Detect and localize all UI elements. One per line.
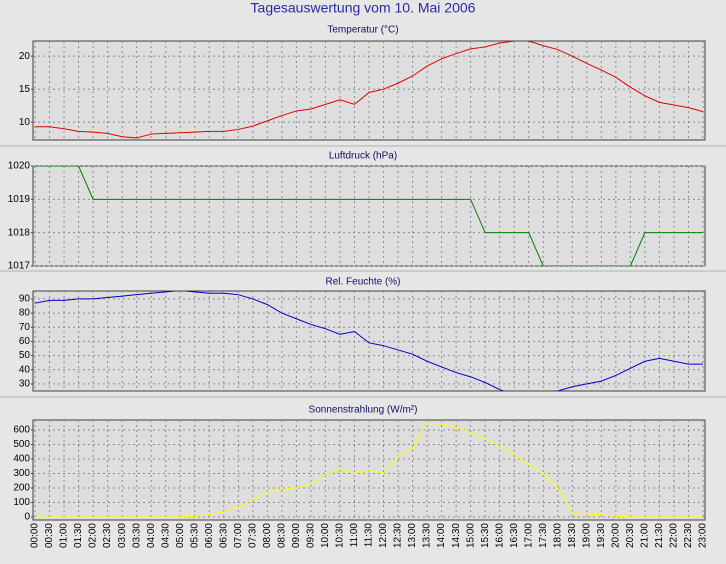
x-tick-label: 10:30 <box>335 523 346 548</box>
panel-title: Sonnenstrahlung (W/m²) <box>309 405 418 416</box>
page-title: Tagesauswertung vom 10. Mai 2006 <box>251 0 476 16</box>
y-tick-label: 1019 <box>8 194 31 205</box>
x-tick-label: 12:00 <box>378 523 389 548</box>
x-tick-label: 05:30 <box>189 523 200 548</box>
x-tick-label: 11:00 <box>349 523 360 548</box>
data-line <box>35 422 703 518</box>
x-tick-label: 11:30 <box>364 523 375 548</box>
x-tick-label: 08:30 <box>277 523 288 548</box>
y-tick-label: 1020 <box>8 161 31 172</box>
x-tick-label: 17:00 <box>523 523 534 548</box>
x-tick-label: 04:30 <box>160 523 171 548</box>
x-tick-label: 13:30 <box>422 523 433 548</box>
x-tick-label: 22:30 <box>683 523 694 548</box>
x-tick-label: 17:30 <box>538 523 549 548</box>
x-tick-label: 06:30 <box>218 523 229 548</box>
y-tick-label: 60 <box>19 336 31 347</box>
x-tick-label: 19:30 <box>596 523 607 548</box>
x-tick-label: 09:00 <box>291 523 302 548</box>
x-tick-label: 22:00 <box>669 523 680 548</box>
y-tick-label: 10 <box>19 117 31 128</box>
y-tick-label: 40 <box>19 364 31 375</box>
y-tick-label: 1018 <box>8 227 31 238</box>
panel-title: Luftdruck (hPa) <box>329 151 397 162</box>
x-tick-label: 03:30 <box>131 523 142 548</box>
x-tick-label: 12:30 <box>393 523 404 548</box>
y-tick-label: 500 <box>13 439 30 450</box>
x-tick-label: 01:30 <box>73 523 84 548</box>
y-tick-label: 0 <box>24 512 30 523</box>
data-line <box>35 41 704 139</box>
x-tick-label: 23:00 <box>698 523 709 548</box>
x-tick-label: 19:00 <box>581 523 592 548</box>
x-tick-label: 01:00 <box>59 523 70 548</box>
x-tick-label: 21:00 <box>640 523 651 548</box>
x-tick-label: 00:30 <box>44 523 55 548</box>
y-tick-label: 1017 <box>8 261 31 272</box>
y-tick-label: 70 <box>19 322 31 333</box>
x-tick-label: 07:00 <box>233 523 244 548</box>
y-tick-label: 90 <box>19 294 31 305</box>
panel-title: Temperatur (°C) <box>327 25 398 36</box>
panel-title: Rel. Feuchte (%) <box>325 277 400 288</box>
x-tick-label: 10:00 <box>320 523 331 548</box>
y-tick-label: 20 <box>19 51 31 62</box>
x-tick-label: 16:30 <box>509 523 520 548</box>
x-tick-label: 15:00 <box>465 523 476 548</box>
x-tick-label: 06:00 <box>204 523 215 548</box>
x-tick-label: 16:00 <box>494 523 505 548</box>
x-tick-label: 13:00 <box>407 523 418 548</box>
data-line <box>35 166 703 266</box>
x-tick-label: 09:30 <box>306 523 317 548</box>
y-tick-label: 80 <box>19 308 31 319</box>
x-tick-label: 04:00 <box>146 523 157 548</box>
x-tick-label: 21:30 <box>654 523 665 548</box>
x-tick-label: 05:00 <box>175 523 186 548</box>
x-tick-label: 14:00 <box>436 523 447 548</box>
x-tick-label: 02:00 <box>88 523 99 548</box>
y-tick-label: 15 <box>19 84 31 95</box>
x-tick-label: 20:30 <box>625 523 636 548</box>
x-tick-label: 03:00 <box>117 523 128 548</box>
x-tick-label: 00:00 <box>30 523 41 548</box>
x-tick-label: 20:00 <box>611 523 622 548</box>
x-tick-label: 18:30 <box>567 523 578 548</box>
y-tick-label: 100 <box>13 497 30 508</box>
x-tick-label: 14:30 <box>451 523 462 548</box>
x-tick-label: 15:30 <box>480 523 491 548</box>
y-tick-label: 300 <box>13 468 30 479</box>
y-tick-label: 600 <box>13 425 30 436</box>
data-line <box>34 291 703 391</box>
y-tick-label: 50 <box>19 350 31 361</box>
y-tick-label: 200 <box>13 483 30 494</box>
x-tick-label: 08:00 <box>262 523 273 548</box>
x-tick-label: 02:30 <box>102 523 113 548</box>
y-tick-label: 30 <box>19 379 31 390</box>
y-tick-label: 400 <box>13 454 30 465</box>
x-tick-label: 18:00 <box>552 523 563 548</box>
x-tick-label: 07:30 <box>247 523 258 548</box>
